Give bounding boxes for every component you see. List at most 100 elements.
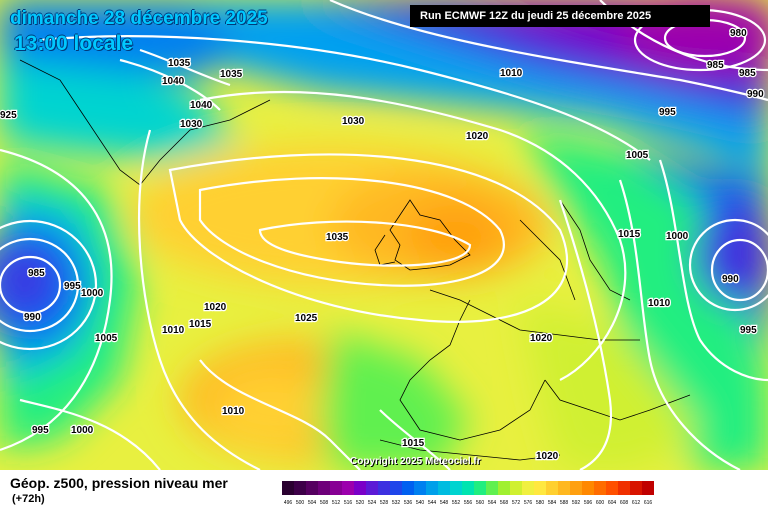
isobar-label: 1015 <box>618 229 641 240</box>
colorbar-tick: 604 <box>607 500 617 506</box>
isobar-label: 1000 <box>71 425 94 436</box>
forecast-time: 13:00 locale <box>14 32 134 55</box>
colorbar-swatch <box>378 481 390 495</box>
colorbar-swatch <box>522 481 534 495</box>
colorbar-swatch <box>342 481 354 495</box>
colorbar <box>282 481 654 495</box>
colorbar-swatch <box>450 481 462 495</box>
isobar-label: 1010 <box>222 406 245 417</box>
colorbar-swatch <box>414 481 426 495</box>
isobar-label: 1000 <box>666 231 689 242</box>
isobar-label: 1005 <box>95 333 118 344</box>
colorbar-ticks: 496 500 504 508 512 516 520 524 528 532 536 540 544 5… <box>282 500 654 506</box>
colorbar-swatch <box>354 481 366 495</box>
run-info: Run ECMWF 12Z du jeudi 25 décembre 2025 <box>410 5 710 27</box>
colorbar-swatch <box>366 481 378 495</box>
isobar-label: 1010 <box>648 298 671 309</box>
isobar-label: 1005 <box>626 150 649 161</box>
colorbar-swatch <box>462 481 474 495</box>
colorbar-swatch <box>318 481 330 495</box>
colorbar-tick: 576 <box>523 500 533 506</box>
isobar-label: 995 <box>32 425 49 436</box>
colorbar-tick: 548 <box>439 500 449 506</box>
isobar-label: 995 <box>64 281 81 292</box>
colorbar-swatch <box>282 481 294 495</box>
isobar-label: 925 <box>0 110 17 121</box>
colorbar-tick: 560 <box>475 500 485 506</box>
colorbar-swatch <box>534 481 546 495</box>
isobar-labels: 1035 1035 1040 1040 1030 1030 1010 1020 … <box>0 27 765 464</box>
isobar-label: 1035 <box>326 232 349 243</box>
colorbar-tick: 572 <box>511 500 521 506</box>
isobar-label: 985 <box>28 268 45 279</box>
colorbar-tick: 556 <box>463 500 473 506</box>
isobar-label: 1040 <box>190 100 213 111</box>
isobar-label: 1015 <box>189 319 212 330</box>
colorbar-tick: 584 <box>547 500 557 506</box>
colorbar-tick: 528 <box>379 500 389 506</box>
isobar-label: 1020 <box>536 451 559 462</box>
colorbar-tick: 592 <box>571 500 581 506</box>
colorbar-swatch <box>438 481 450 495</box>
colorbar-swatch <box>510 481 522 495</box>
colorbar-tick: 524 <box>367 500 377 506</box>
colorbar-tick: 588 <box>559 500 569 506</box>
isobar-label: 990 <box>722 274 739 285</box>
isobar-label: 985 <box>739 68 756 79</box>
isobar-label: 1030 <box>342 116 365 127</box>
colorbar-swatch <box>558 481 570 495</box>
colorbar-tick: 540 <box>415 500 425 506</box>
isobar-label: 1015 <box>402 438 425 449</box>
colorbar-tick: 512 <box>331 500 341 506</box>
colorbar-tick: 532 <box>391 500 401 506</box>
colorbar-tick: 508 <box>319 500 329 506</box>
colorbar-swatch <box>546 481 558 495</box>
colorbar-swatch <box>294 481 306 495</box>
legend-title: Géop. z500, pression niveau mer <box>10 475 228 491</box>
colorbar-swatch <box>618 481 630 495</box>
colorbar-swatch <box>606 481 618 495</box>
colorbar-swatch <box>486 481 498 495</box>
lead-time: (+72h) <box>12 493 45 505</box>
colorbar-swatch <box>630 481 642 495</box>
isobar-label: 1020 <box>466 131 489 142</box>
colorbar-tick: 520 <box>355 500 365 506</box>
isobar-label: 995 <box>740 325 757 336</box>
isobar-label: 1035 <box>220 69 243 80</box>
colorbar-tick: 504 <box>307 500 317 506</box>
weather-map: 1035 1035 1040 1040 1030 1030 1010 1020 … <box>0 0 768 470</box>
isobar-label: 1030 <box>180 119 203 130</box>
colorbar-tick: 500 <box>295 500 305 506</box>
isobars <box>0 0 768 470</box>
colorbar-tick: 536 <box>403 500 413 506</box>
isobar-label: 990 <box>747 89 764 100</box>
colorbar-tick: 496 <box>283 500 293 506</box>
coastlines <box>19 59 691 461</box>
colorbar-tick: 608 <box>619 500 629 506</box>
colorbar-swatch <box>426 481 438 495</box>
colorbar-tick: 580 <box>535 500 545 506</box>
isobar-label: 995 <box>659 107 676 118</box>
isobar-label: 1035 <box>168 58 191 69</box>
isobar-label: 1025 <box>295 313 318 324</box>
colorbar-tick: 544 <box>427 500 437 506</box>
colorbar-tick: 612 <box>631 500 641 506</box>
forecast-date: dimanche 28 décembre 2025 <box>10 8 268 29</box>
colorbar-tick: 552 <box>451 500 461 506</box>
isobar-label: 1020 <box>530 333 553 344</box>
isobar-label: 1040 <box>162 76 185 87</box>
colorbar-tick: 600 <box>595 500 605 506</box>
colorbar-swatch <box>582 481 594 495</box>
isobar-label: 1020 <box>204 302 227 313</box>
isobar-label: 985 <box>707 60 724 71</box>
colorbar-tick: 616 <box>643 500 653 506</box>
colorbar-tick: 516 <box>343 500 353 506</box>
isobar-label: 1000 <box>81 288 104 299</box>
colorbar-swatch <box>390 481 402 495</box>
isobar-label: 1010 <box>500 68 523 79</box>
copyright: Copyright 2025 Meteociel.fr <box>350 456 481 467</box>
colorbar-swatch <box>570 481 582 495</box>
colorbar-tick: 564 <box>487 500 497 506</box>
colorbar-swatch <box>498 481 510 495</box>
legend-footer: Géop. z500, pression niveau mer (+72h) 4… <box>0 470 768 512</box>
